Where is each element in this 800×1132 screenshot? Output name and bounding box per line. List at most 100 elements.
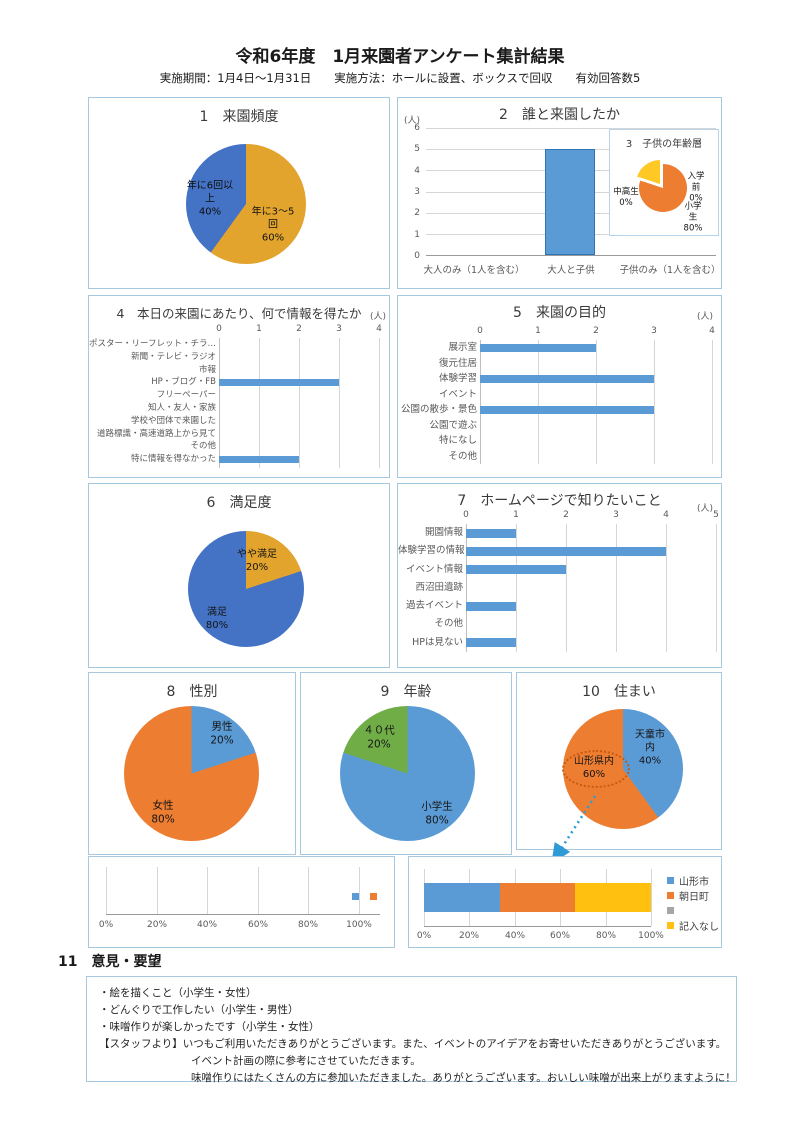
chart4-xtick: 3 <box>336 324 342 334</box>
gridline <box>259 338 260 468</box>
legend-label: 記入なし <box>679 922 719 933</box>
gridline <box>651 869 652 926</box>
stacked-segment-yamagata-city <box>424 883 500 912</box>
chart5-label: 展示室 <box>448 342 477 353</box>
chart7-bar-opening-info <box>466 529 516 538</box>
chart9-label-elementary: 小学生 80% <box>421 800 453 826</box>
bl-xtick: 20% <box>146 920 168 930</box>
bl-xtick: 0% <box>98 920 114 930</box>
stacked-segment-asahi-town <box>499 883 576 912</box>
marker-square-orange <box>370 893 378 900</box>
page-title: 令和6年度 1月来園者アンケート集計結果 <box>235 47 565 67</box>
stacked-segment-no-answer <box>575 883 651 912</box>
bottom-right-chart-box: 0% 20% 40% 60% 80% 100% 山形市 朝日町 記入なし <box>408 856 722 948</box>
chart10-box: 10 住まい 天童市 内 40% 山形県内 60% <box>516 672 722 850</box>
chart4-title: 4 本日の来園にあたり、何で情報を得たか <box>116 306 362 321</box>
chart4-label: ポスター・リーフレット・チラ… <box>89 339 216 349</box>
chart4-plot: 0 1 2 3 4 <box>216 324 382 468</box>
chart4-label: 市報 <box>198 364 216 375</box>
chart7-xtick: 4 <box>663 510 669 520</box>
br-xtick: 60% <box>549 931 571 941</box>
chart2-ytick: 6 <box>414 123 420 133</box>
gridline <box>712 340 713 464</box>
chart6-label-satisfied: 満足 80% <box>205 607 229 631</box>
chart7-plot: 0 1 2 3 4 5 <box>463 510 719 652</box>
chart4-xtick: 1 <box>256 324 262 334</box>
chart4-unit-label: (人) <box>370 312 387 322</box>
page-subtitle: 実施期間：1月4日～1月31日 実施方法：ホールに設置、ボックスで回収 有効回答… <box>159 71 641 85</box>
chart8-title: 8 性別 <box>166 684 218 700</box>
gridline <box>480 340 481 464</box>
chart4-label: 学校や団体で来園した <box>130 415 216 426</box>
chart5-unit-label: (人) <box>696 312 713 322</box>
chart8-box: 8 性別 男性 20% 女性 80% <box>88 672 296 855</box>
chart7-label: 過去イベント <box>405 600 463 612</box>
gridline <box>339 338 340 468</box>
comment-line: ・味噌作りが楽しかったです（小学生・女性） <box>99 1021 320 1033</box>
chart7-unit-label: (人) <box>696 504 713 514</box>
gridline <box>157 867 158 914</box>
br-xtick: 80% <box>595 931 617 941</box>
gridline <box>516 524 517 652</box>
chart3-label-elementary: 小学生 80% <box>683 201 703 234</box>
chart5-label: 公園の散歩・景色 <box>400 404 477 415</box>
chart4-bar-no-info <box>219 456 299 463</box>
chart2-unit-label: (人) <box>404 116 421 126</box>
chart2-category: 子供のみ（1人を含む） <box>619 265 721 276</box>
stacked-bar <box>424 883 651 912</box>
chart7-label: イベント情報 <box>405 563 463 575</box>
chart5-xtick: 0 <box>477 326 483 336</box>
chart7-xtick: 3 <box>613 510 619 520</box>
chart7-xtick: 1 <box>513 510 519 520</box>
gridline <box>538 340 539 464</box>
chart9-label-40s: ４０代 20% <box>363 724 395 750</box>
legend-swatch-orange <box>667 892 674 899</box>
chart5-plot: 0 1 2 3 4 <box>477 326 715 464</box>
gridline <box>379 338 380 468</box>
marker-square-blue <box>351 893 359 900</box>
chart4-xtick: 2 <box>296 324 302 334</box>
chart7-title: 7 ホームページで知りたいこと <box>457 493 662 509</box>
chart8-pie <box>124 706 259 841</box>
chart7-box: 7 ホームページで知りたいこと (人) 開園情報 体験学習の情報 イベント情報 … <box>397 483 722 668</box>
chart3-inset-box: 3 子供の年齢層 入学前 0% 小学生 80% 中高生 0% <box>609 129 719 236</box>
chart7-label: 開園情報 <box>424 527 463 538</box>
gridline <box>426 128 716 129</box>
legend-item: 記入なし <box>667 918 719 933</box>
chart5-label: イベント <box>438 388 477 400</box>
chart2-category: 大人と子供 <box>547 265 595 276</box>
br-xtick: 100% <box>638 931 664 941</box>
chart7-xtick: 2 <box>563 510 569 520</box>
bl-xtick: 40% <box>196 920 218 930</box>
chart3-title: 3 子供の年齢層 <box>625 139 703 150</box>
chart2-ytick: 0 <box>414 251 420 261</box>
chart2-title: 2 誰と来園したか <box>499 107 620 123</box>
chart7-bar-event-info <box>466 565 566 574</box>
chart9-title: 9 年齢 <box>380 684 432 700</box>
chart5-xtick: 1 <box>535 326 541 336</box>
legend-swatch-gray <box>667 907 674 914</box>
comment-line: ・絵を描くこと（小学生・女性） <box>99 987 257 999</box>
legend: 山形市 朝日町 記入なし <box>667 873 719 933</box>
chart4-bar-hp-blog-fb <box>219 379 339 386</box>
legend-label: 朝日町 <box>679 892 709 903</box>
gridline <box>666 524 667 652</box>
chart5-label: 体験学習 <box>438 373 477 384</box>
chart2-ytick: 1 <box>414 230 420 240</box>
chart2-ytick: 2 <box>414 208 420 218</box>
chart9-box: 9 年齢 ４０代 20% 小学生 80% <box>300 672 512 855</box>
bottom-right-plot: 0% 20% 40% 60% 80% 100% <box>417 869 664 941</box>
highlight-dotted-ellipse <box>562 750 630 788</box>
bottom-left-chart-box: 0% 20% 40% 60% 80% 100% <box>88 856 395 948</box>
bottom-left-plot: 0% 20% 40% 60% 80% 100% <box>99 867 380 930</box>
chart5-label: その他 <box>448 450 477 462</box>
gridline <box>299 338 300 468</box>
chart4-label: HP・ブログ・FB <box>151 377 216 388</box>
br-xtick: 40% <box>504 931 526 941</box>
chart4-box: 4 本日の来園にあたり、何で情報を得たか (人) ポスター・リーフレット・チラ…… <box>88 295 390 478</box>
chart3-label-secondary: 中高生 0% <box>613 186 639 208</box>
gridline <box>716 524 717 652</box>
chart7-xtick: 0 <box>463 510 469 520</box>
gridline <box>106 867 107 914</box>
chart1-title: 1 来園頻度 <box>199 109 279 125</box>
